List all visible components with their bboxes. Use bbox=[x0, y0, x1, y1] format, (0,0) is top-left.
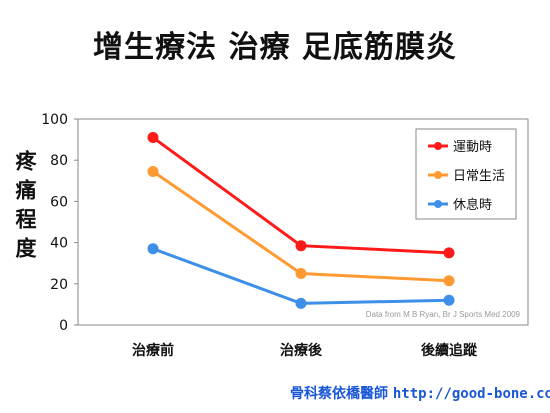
data-point bbox=[443, 247, 455, 259]
legend-swatch-marker bbox=[434, 142, 442, 150]
x-tick-label: 後續追蹤 bbox=[421, 342, 478, 359]
y-tick-label: 80 bbox=[50, 153, 68, 169]
legend-swatch-marker bbox=[434, 171, 442, 179]
y-tick-label: 20 bbox=[50, 277, 68, 293]
y-axis-label: 疼痛程度 bbox=[13, 150, 37, 266]
data-point bbox=[147, 166, 159, 178]
chart-title: 增生療法 治療 足底筋膜炎 bbox=[93, 30, 457, 65]
y-tick-label: 40 bbox=[50, 236, 68, 252]
footer-credit: 骨科蔡依橋醫師 http://good-bone.com bbox=[290, 383, 550, 403]
footer-name: 骨科蔡依橋醫師 bbox=[290, 386, 388, 402]
data-point bbox=[443, 275, 455, 287]
data-point bbox=[147, 243, 159, 255]
footer-site-link[interactable]: http://good-bone.com bbox=[392, 386, 550, 402]
y-tick-label: 0 bbox=[59, 318, 68, 334]
data-point bbox=[147, 132, 159, 144]
y-tick-label: 100 bbox=[41, 112, 68, 128]
series-line bbox=[152, 136, 450, 255]
legend-swatch-marker bbox=[434, 200, 442, 208]
data-point bbox=[295, 297, 307, 309]
y-tick-label: 60 bbox=[50, 194, 68, 210]
legend-label: 休息時 bbox=[453, 197, 492, 213]
legend-label: 日常生活 bbox=[453, 169, 505, 184]
data-point bbox=[443, 294, 455, 306]
x-tick-label: 治療前 bbox=[132, 342, 174, 359]
x-tick-label: 治療後 bbox=[280, 342, 323, 359]
data-point bbox=[295, 268, 307, 279]
source-note: Data from M B Ryan, Br J Sports Med 2009 bbox=[366, 310, 521, 319]
legend-label: 運動時 bbox=[453, 140, 492, 155]
data-point bbox=[295, 240, 307, 252]
plot-frame bbox=[77, 118, 529, 326]
